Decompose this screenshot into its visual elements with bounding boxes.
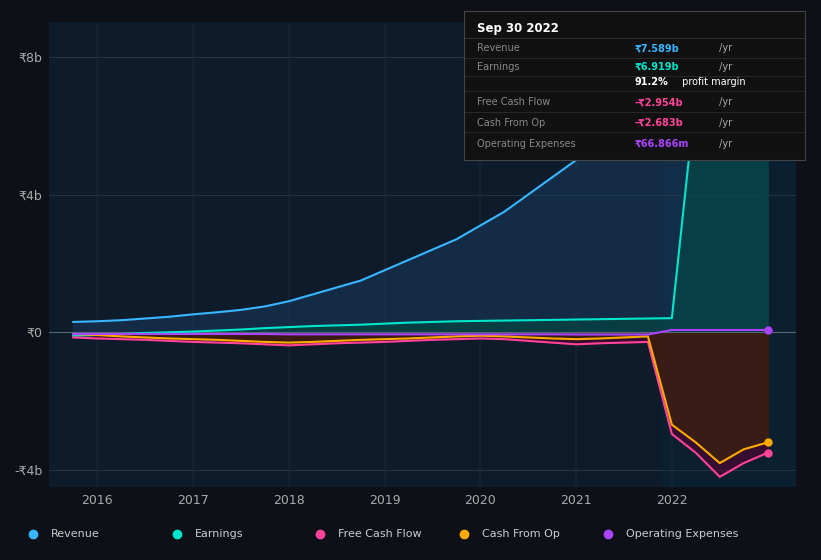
Text: Sep 30 2022: Sep 30 2022 — [478, 22, 559, 35]
Bar — [663, 22, 796, 487]
Text: Free Cash Flow: Free Cash Flow — [338, 529, 422, 539]
Text: Revenue: Revenue — [478, 43, 521, 53]
Text: Free Cash Flow: Free Cash Flow — [478, 97, 551, 108]
Text: Cash From Op: Cash From Op — [478, 118, 546, 128]
Text: ₹66.866m: ₹66.866m — [635, 139, 689, 149]
Text: Operating Expenses: Operating Expenses — [626, 529, 738, 539]
Text: /yr: /yr — [716, 118, 732, 128]
Text: -₹2.683b: -₹2.683b — [635, 118, 683, 128]
Text: Cash From Op: Cash From Op — [482, 529, 560, 539]
Text: profit margin: profit margin — [678, 77, 745, 87]
Text: -₹2.954b: -₹2.954b — [635, 97, 683, 108]
Text: /yr: /yr — [716, 139, 732, 149]
Text: /yr: /yr — [716, 62, 732, 72]
Text: ₹6.919b: ₹6.919b — [635, 62, 679, 72]
Text: Revenue: Revenue — [51, 529, 99, 539]
Text: /yr: /yr — [716, 97, 732, 108]
Text: Operating Expenses: Operating Expenses — [478, 139, 576, 149]
Text: ₹7.589b: ₹7.589b — [635, 43, 679, 53]
Text: 91.2%: 91.2% — [635, 77, 668, 87]
Text: Earnings: Earnings — [478, 62, 520, 72]
Text: /yr: /yr — [716, 43, 732, 53]
Text: Earnings: Earnings — [195, 529, 243, 539]
